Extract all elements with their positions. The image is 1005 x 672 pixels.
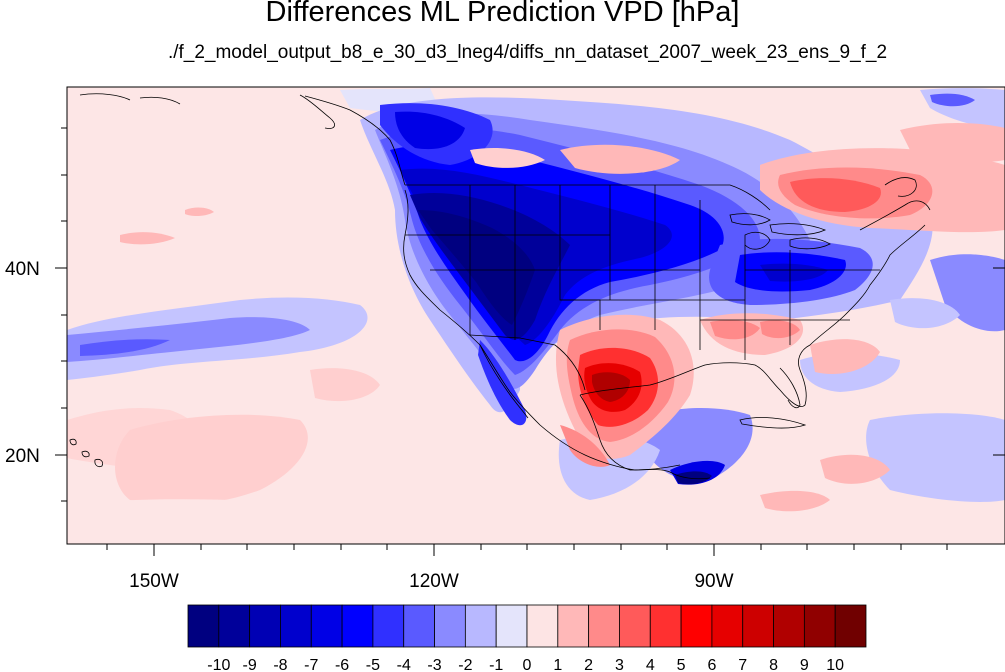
x-tick-label-90w: 90W xyxy=(694,571,733,592)
colorbar-tick-label: 1 xyxy=(553,657,562,672)
colorbar-tick-label: 0 xyxy=(523,657,532,672)
colorbar-swatch xyxy=(649,604,682,648)
colorbar-tick-label: 2 xyxy=(584,657,593,672)
colorbar-swatch xyxy=(403,604,435,648)
map-subtitle: ./f_2_model_output_b8_e_30_d3_lneg4/diff… xyxy=(167,42,888,63)
colorbar-tick-label: -2 xyxy=(458,657,472,672)
colorbar-swatch xyxy=(742,604,774,648)
colorbar-swatch xyxy=(187,604,220,648)
colorbar-swatch xyxy=(588,604,620,648)
colorbar-swatch xyxy=(372,604,405,648)
colorbar-tick-label: 6 xyxy=(707,657,716,672)
colorbar-swatch xyxy=(341,604,374,648)
colorbar-tick-label: 10 xyxy=(826,657,844,672)
colorbar-tick-label: 9 xyxy=(800,657,809,672)
colorbar-swatch xyxy=(619,604,651,648)
colorbar-swatch xyxy=(773,604,805,648)
colorbar-swatch xyxy=(834,604,867,648)
x-tick-label-150w: 150W xyxy=(129,571,179,592)
colorbar-tick-label: 8 xyxy=(769,657,778,672)
colorbar-tick-label: -4 xyxy=(397,657,411,672)
colorbar-swatch xyxy=(249,604,281,648)
colorbar-swatch xyxy=(526,604,559,648)
x-tick-label-120w: 120W xyxy=(409,571,459,592)
colorbar-swatch xyxy=(464,604,497,648)
y-axis-ticks xyxy=(55,127,1005,502)
colorbar-tick-label: 5 xyxy=(677,657,686,672)
colorbar-swatch xyxy=(495,604,528,648)
map-field xyxy=(67,87,1005,544)
colorbar-swatch xyxy=(680,604,713,648)
colorbar-tick-label: -6 xyxy=(335,657,349,672)
colorbar-tick-label: -3 xyxy=(427,657,441,672)
y-tick-label-20n: 20N xyxy=(5,446,40,467)
x-axis-ticks xyxy=(106,544,948,556)
colorbar-tick-label: 4 xyxy=(646,657,655,672)
colorbar-tick-label: 7 xyxy=(738,657,747,672)
colorbar-labels: -10 -9 -8 -7 -6 -5 -4 -3 -2 -1 0 1 2 3 4 5 6 7 8 9 10 xyxy=(207,657,844,672)
colorbar-tick-label: -1 xyxy=(489,657,503,672)
colorbar-swatch xyxy=(218,604,251,648)
colorbar-swatch xyxy=(557,604,590,648)
y-tick-label-40n: 40N xyxy=(5,259,40,280)
colorbar-swatch xyxy=(711,604,744,648)
map-title: Differences ML Prediction VPD [hPa] xyxy=(265,0,740,28)
colorbar-swatch xyxy=(434,604,466,648)
colorbar-tick-label: -9 xyxy=(243,657,257,672)
colorbar-swatch xyxy=(280,604,312,648)
colorbar xyxy=(187,604,867,648)
colorbar-tick-label: -7 xyxy=(304,657,318,672)
positive-anomalies xyxy=(470,123,1005,512)
colorbar-swatch xyxy=(310,604,343,648)
colorbar-tick-label: 3 xyxy=(615,657,624,672)
colorbar-swatch xyxy=(803,604,836,648)
coastlines-and-borders xyxy=(69,93,931,480)
colorbar-tick-label: -8 xyxy=(273,657,287,672)
colorbar-tick-label: -5 xyxy=(366,657,380,672)
colorbar-tick-label: -10 xyxy=(207,657,230,672)
